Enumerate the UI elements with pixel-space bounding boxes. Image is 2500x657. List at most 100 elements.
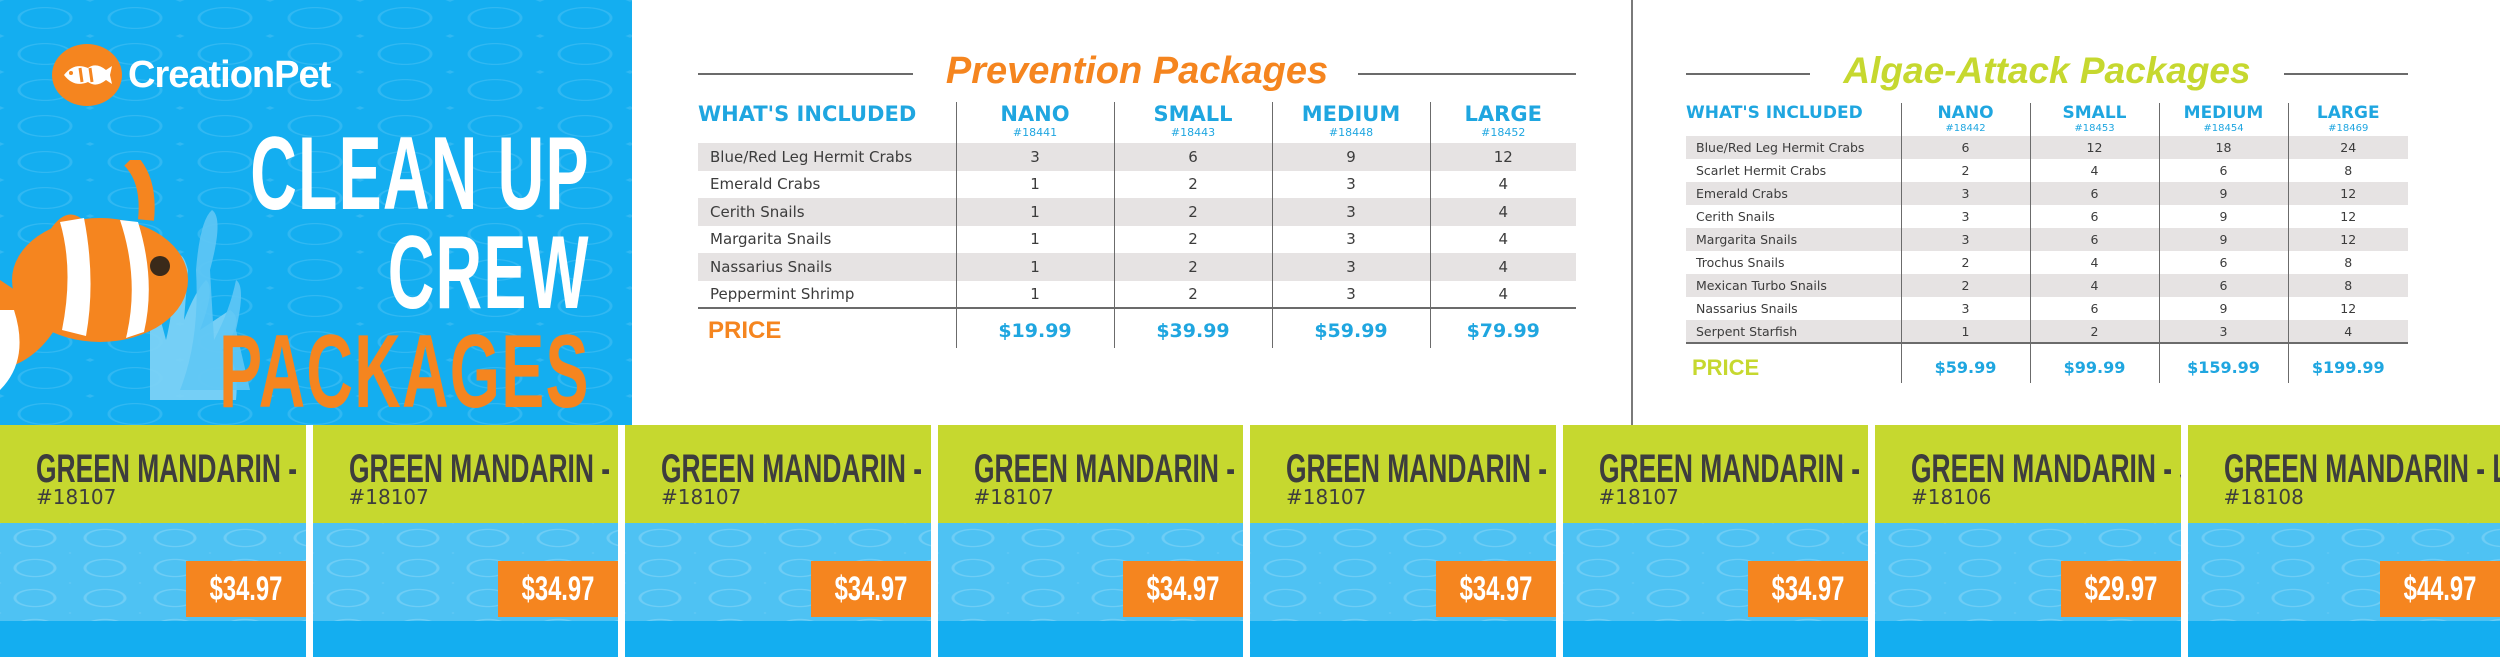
table-row: Nassarius Snails 1 2 3 4 [698,253,1576,281]
label-bottom-strip [1875,621,2181,657]
table-row: Mexican Turbo Snails 2 4 6 8 [1686,274,2408,297]
size-header: NANO #18441 [955,102,1114,143]
size-name: MEDIUM [2183,103,2264,123]
panel-divider [1631,0,1633,425]
item-quantity: 2 [1900,251,2030,274]
product-price-tag: $34.97 [1123,561,1243,617]
item-quantity: 12 [2287,182,2408,205]
size-code: #18441 [1012,126,1058,139]
item-quantity: 1 [955,253,1114,281]
label-bottom-strip [625,621,931,657]
item-quantity: 6 [2158,251,2288,274]
item-quantity: 3 [1271,170,1430,198]
prevention-table: WHAT'S INCLUDED NANO #18441 SMALL #18443 M… [698,102,1576,348]
item-name: Cerith Snails [698,198,956,226]
product-price: $34.97 [1459,569,1532,608]
price-label-card: GREEN MANDARIN - SM#18106 $29.97 [1875,425,2181,657]
title-rule-right [1358,73,1576,75]
item-quantity: 6 [1113,143,1272,171]
product-name: GREEN MANDARIN - SM [1911,447,2181,491]
item-quantity: 1 [955,198,1114,226]
product-price-tag: $34.97 [185,561,306,617]
label-header-band [1562,425,1868,523]
item-quantity: 18 [2158,136,2288,159]
label-header-band [2187,425,2500,523]
item-quantity: 12 [1429,143,1576,171]
price-row: PRICE $59.99 $99.99 $159.99 $199.99 [1686,342,2408,383]
item-quantity: 9 [2158,297,2288,320]
product-price-tag: $34.97 [1435,561,1556,617]
size-code: #18454 [2203,123,2244,134]
product-name: GREEN MANDARIN - MD [1286,447,1556,491]
table-row: Cerith Snails 3 6 9 12 [1686,205,2408,228]
item-quantity: 4 [2029,274,2159,297]
price-label-card: GREEN MANDARIN - MD#18107 $34.97 [625,425,931,657]
algae-table: WHAT'S INCLUDED NANO #18442 SMALL #18453 M… [1686,103,2408,383]
item-quantity: 3 [1900,297,2030,320]
label-header-band [625,425,931,523]
item-quantity: 3 [955,143,1114,171]
item-quantity: 4 [2029,251,2159,274]
item-quantity: 2 [1113,225,1272,253]
item-quantity: 6 [2158,159,2288,182]
table-row: Margarita Snails 3 6 9 12 [1686,228,2408,251]
package-price: $159.99 [2158,342,2288,383]
table-row: Blue/Red Leg Hermit Crabs 3 6 9 12 [698,143,1576,171]
table-row: Nassarius Snails 3 6 9 12 [1686,297,2408,320]
product-sku: #18107 [661,485,742,509]
price-label: PRICE [1686,342,1901,383]
item-quantity: 3 [1271,253,1430,281]
item-name: Emerald Crabs [710,175,821,194]
size-header: LARGE #18452 [1429,102,1576,143]
price-label: PRICE [698,307,956,348]
table-row: Trochus Snails 2 4 6 8 [1686,251,2408,274]
product-name: GREEN MANDARIN - MD [1598,447,1869,491]
prevention-header-row: WHAT'S INCLUDED NANO #18441 SMALL #18443 M… [698,102,1576,143]
product-price-tag: $34.97 [810,561,931,617]
hero-panel: CreationPet CLEAN UP CREW PACKAGES [0,0,632,425]
size-name: NANO [1937,103,1994,123]
label-bottom-strip [1250,621,1556,657]
algae-title: Algae-Attack Packages [1843,50,2251,91]
product-sku: #18107 [36,485,117,509]
item-quantity: 3 [1900,228,2030,251]
product-name: GREEN MANDARIN - MD [973,447,1244,491]
product-price: $34.97 [521,569,595,608]
product-sku: #18107 [1598,485,1679,509]
hero-title: CLEAN UP CREW PACKAGES [219,122,590,425]
item-quantity: 2 [1900,159,2030,182]
price-label-card: GREEN MANDARIN - MD#18107 $34.97 [1562,425,1869,657]
item-quantity: 3 [1900,182,2030,205]
clownfish-illustration [0,160,250,400]
item-name: Nassarius Snails [698,253,956,281]
size-code: #18469 [2328,123,2369,134]
prevention-panel: Prevention Packages WHAT'S INCLUDED NANO… [698,0,1576,425]
package-price: $99.99 [2029,342,2159,383]
item-quantity: 12 [2287,205,2408,228]
item-quantity: 3 [1271,280,1430,308]
label-bottom-strip [1562,621,1868,657]
brand-logo: CreationPet [52,44,331,106]
price-label-card: GREEN MANDARIN - MD#18107 $34.97 [312,425,618,657]
size-code: #18443 [1170,126,1216,139]
product-price: $44.97 [2403,569,2477,608]
hero-title-line3: PACKAGES [219,313,590,425]
item-name: Emerald Crabs [1686,182,1901,205]
size-name: SMALL [1153,102,1233,126]
package-price: $39.99 [1113,307,1272,348]
item-name: Scarlet Hermit Crabs [1696,163,1827,178]
title-rule-right [2284,73,2408,75]
label-bottom-strip [0,621,306,657]
algae-panel: Algae-Attack Packages WHAT'S INCLUDED NA… [1686,0,2408,425]
size-name: MEDIUM [1301,102,1401,126]
item-quantity: 9 [1271,143,1430,171]
fish-logo-icon [52,44,122,106]
price-row: PRICE $19.99 $39.99 $59.99 $79.99 [698,307,1576,348]
price-label-card: GREEN MANDARIN - MD#18107 $34.97 [1250,425,1556,657]
item-quantity: 1 [955,280,1114,308]
size-name: SMALL [2062,103,2127,123]
item-quantity: 4 [2029,159,2159,182]
product-price: $34.97 [209,569,282,608]
size-code: #18448 [1328,126,1374,139]
item-name: Margarita Snails [710,230,832,249]
